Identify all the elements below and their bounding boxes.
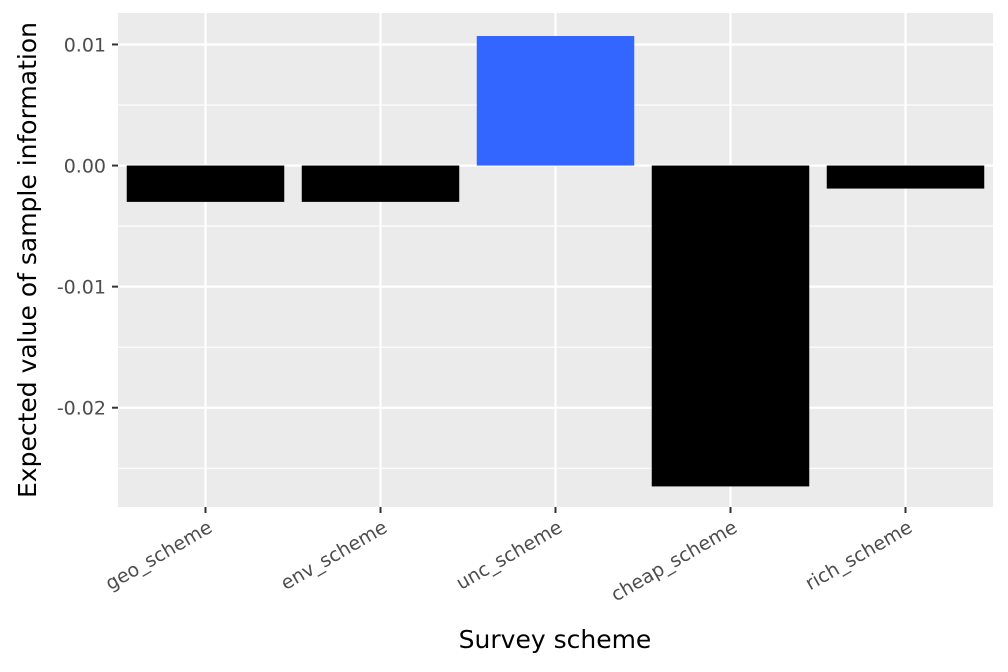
y-tick-label: 0.01 (64, 34, 106, 56)
y-axis-title: Expected value of sample information (13, 22, 42, 498)
y-tick-label: -0.01 (57, 277, 106, 299)
y-tick-label: -0.02 (57, 398, 106, 420)
bar-env_scheme (301, 165, 460, 202)
x-tick-label: env_scheme (277, 516, 391, 594)
x-tick-label: geo_scheme (102, 516, 216, 595)
y-tick-label: 0.00 (64, 156, 106, 178)
x-tick-label: cheap_scheme (607, 516, 741, 606)
bar-cheap_scheme (651, 165, 810, 487)
bar-geo_scheme (126, 165, 285, 202)
x-axis-ticks: geo_scheme env_scheme unc_scheme cheap_sche… (102, 507, 916, 606)
bars (126, 36, 985, 487)
x-tick-label: rich_scheme (802, 516, 916, 595)
y-axis-ticks: 0.01 0.00 -0.01 -0.02 (57, 34, 118, 420)
x-tick-label: unc_scheme (453, 516, 566, 594)
bar-unc_scheme (476, 36, 635, 166)
bar-rich_scheme (826, 165, 985, 189)
x-axis-title: Survey scheme (459, 625, 652, 654)
